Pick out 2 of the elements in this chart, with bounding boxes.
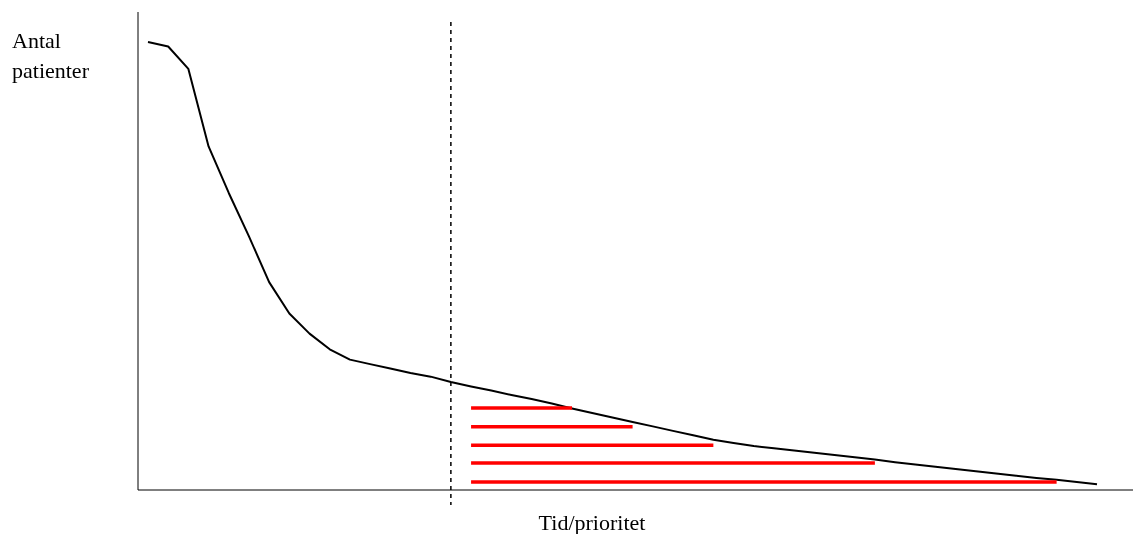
x-axis-title: Tid/prioritet bbox=[538, 510, 646, 534]
y-axis-title: Antal patienter bbox=[12, 28, 90, 83]
